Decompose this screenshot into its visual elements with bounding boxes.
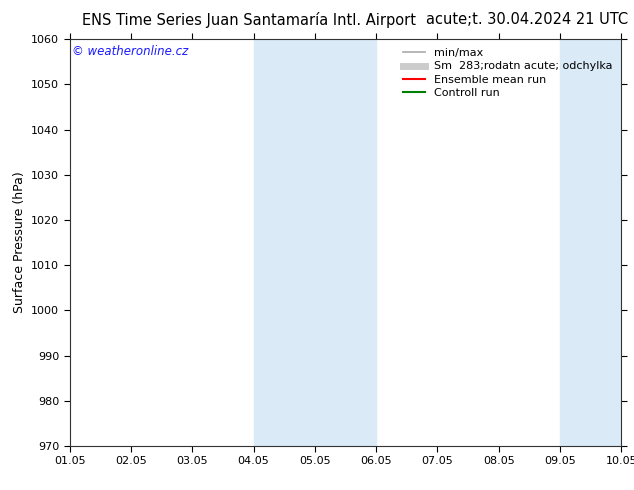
- Y-axis label: Surface Pressure (hPa): Surface Pressure (hPa): [13, 172, 25, 314]
- Legend: min/max, Sm  283;rodatn acute; odchylka, Ensemble mean run, Controll run: min/max, Sm 283;rodatn acute; odchylka, …: [399, 45, 616, 101]
- Text: acute;t. 30.04.2024 21 UTC: acute;t. 30.04.2024 21 UTC: [425, 12, 628, 27]
- Text: © weatheronline.cz: © weatheronline.cz: [72, 45, 189, 58]
- Bar: [254, 39, 376, 446]
- Bar: [560, 39, 634, 446]
- Text: ENS Time Series Juan Santamaría Intl. Airport: ENS Time Series Juan Santamaría Intl. Ai…: [82, 12, 417, 28]
